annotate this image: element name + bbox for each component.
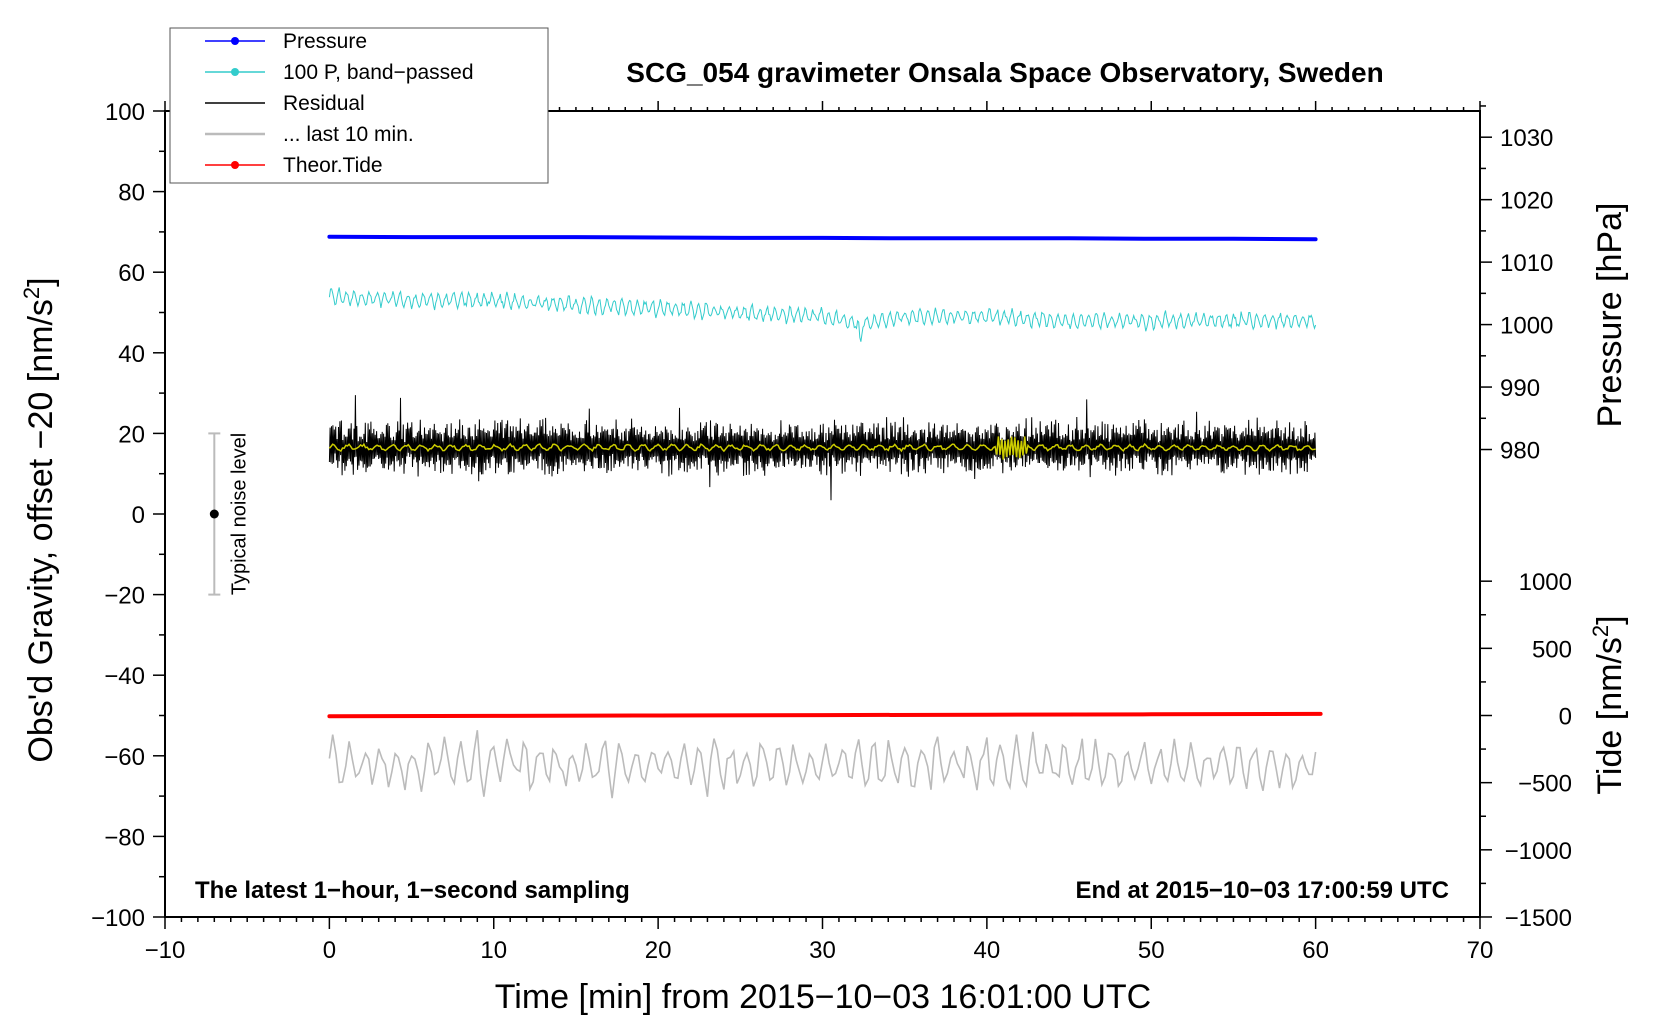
- series-last-10-min: [328, 730, 1317, 799]
- y-tick-label: 0: [132, 502, 145, 529]
- sampling-note: The latest 1−hour, 1−second sampling: [195, 877, 630, 904]
- tide-axis-title: Tide [nm/s2]: [1588, 615, 1629, 794]
- pressure-tick-label: 1030: [1500, 125, 1553, 152]
- tide-axis-title-superscript: 2: [1588, 625, 1613, 637]
- y-axis-title-close: ]: [22, 277, 60, 286]
- x-tick-label: −10: [145, 937, 186, 964]
- series-bandpassed-pressure: [328, 287, 1317, 342]
- end-time-note: End at 2015−10−03 17:00:59 UTC: [1075, 877, 1449, 904]
- tide-tick-label: 0: [1559, 704, 1572, 731]
- series-residual-smoothed: [328, 436, 1316, 460]
- tide-tick-label: 500: [1532, 636, 1572, 663]
- legend-label: Pressure: [283, 30, 367, 53]
- legend-label: Residual: [283, 92, 365, 115]
- y-tick-label: 80: [118, 180, 145, 207]
- tide-axis-title-text: Tide [nm/s: [1591, 637, 1629, 794]
- x-tick-label: 50: [1138, 937, 1165, 964]
- x-tick-label: 0: [323, 937, 336, 964]
- y-tick-label: −40: [104, 663, 145, 690]
- y-tick-label: 20: [118, 421, 145, 448]
- y-tick-label: 40: [118, 341, 145, 368]
- noise-bar-center-dot: [209, 509, 219, 519]
- tide-tick-label: −500: [1518, 771, 1572, 798]
- x-axis-title: Time [min] from 2015−10−03 16:01:00 UTC: [495, 978, 1151, 1016]
- pressure-axis-title: Pressure [hPa]: [1591, 203, 1629, 428]
- noise-level-label: Typical noise level: [228, 433, 250, 595]
- pressure-tick-label: 1020: [1500, 188, 1553, 215]
- y-axis-title: Obs'd Gravity, offset −20 [nm/s2]: [19, 277, 60, 762]
- tide-axis-title-close: ]: [1591, 615, 1629, 624]
- axis-ticks: −10 0 10 20 30 40 50 60 70−100−80−60−40−20020406…: [91, 99, 1572, 964]
- series-pressure: [327, 234, 1318, 242]
- y-tick-label: −60: [104, 744, 145, 771]
- plot-frame: [164, 110, 1481, 918]
- noise-level-indicator: Typical noise level: [208, 432, 250, 596]
- chart-title: SCG_054 gravimeter Onsala Space Observat…: [626, 57, 1383, 88]
- legend-box: [169, 27, 549, 184]
- pressure-tick-label: 1000: [1500, 313, 1553, 340]
- y-tick-label: −100: [91, 905, 145, 932]
- y-tick-label: 100: [105, 99, 145, 126]
- x-tick-label: 60: [1302, 937, 1329, 964]
- y-axis-title-superscript: 2: [19, 287, 44, 299]
- y-tick-label: −20: [104, 583, 145, 610]
- pressure-tick-label: 980: [1500, 438, 1540, 465]
- series-theoretical-tide: [327, 711, 1323, 719]
- x-tick-label: 10: [480, 937, 507, 964]
- data-series: [327, 234, 1323, 799]
- y-tick-label: 60: [118, 260, 145, 287]
- legend: Pressure 100 P, band−passed Residual ... la…: [169, 27, 549, 184]
- pressure-tick-label: 1010: [1500, 250, 1553, 277]
- tide-tick-label: −1500: [1505, 905, 1572, 932]
- legend-marker: [231, 37, 239, 45]
- y-axis-title-text: Obs'd Gravity, offset −20 [nm/s: [22, 299, 60, 762]
- x-tick-label: 40: [974, 937, 1001, 964]
- legend-label: Theor.Tide: [283, 154, 383, 177]
- x-tick-label: 70: [1467, 937, 1494, 964]
- pressure-tick-label: 990: [1500, 375, 1540, 402]
- legend-marker: [231, 68, 239, 76]
- legend-label: ... last 10 min.: [283, 123, 414, 146]
- legend-marker: [231, 161, 239, 169]
- legend-label: 100 P, band−passed: [283, 61, 474, 84]
- tide-tick-label: 1000: [1519, 569, 1572, 596]
- x-tick-label: 30: [809, 937, 836, 964]
- y-tick-label: −80: [104, 824, 145, 851]
- x-tick-label: 20: [645, 937, 672, 964]
- series-residual: [328, 395, 1317, 501]
- tide-tick-label: −1000: [1505, 838, 1572, 865]
